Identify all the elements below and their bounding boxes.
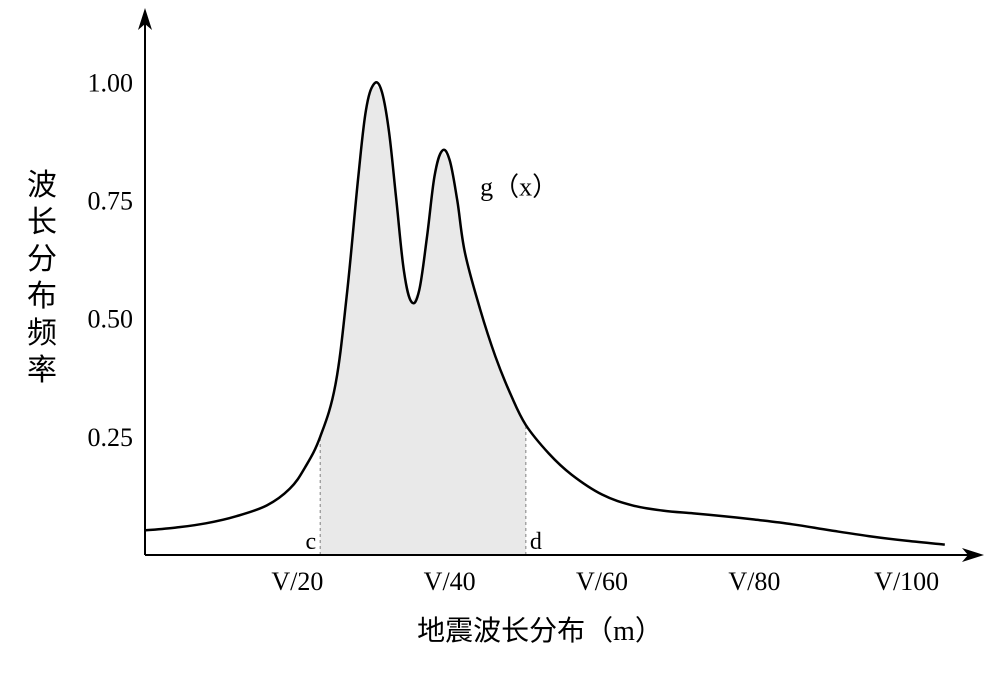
distribution-curve bbox=[145, 82, 945, 544]
svg-text:波: 波 bbox=[27, 169, 57, 202]
y-tick-label: 1.00 bbox=[88, 68, 134, 97]
svg-text:率: 率 bbox=[27, 354, 57, 387]
chart-container: 0.25 0.50 0.75 1.00 V/20 V/40 V/60 V/80 … bbox=[0, 0, 1000, 673]
y-tick-label: 0.50 bbox=[88, 305, 134, 334]
chart-svg: 0.25 0.50 0.75 1.00 V/20 V/40 V/60 V/80 … bbox=[0, 0, 1000, 673]
annotation-d: d bbox=[530, 529, 542, 555]
x-tick-label: V/80 bbox=[728, 567, 780, 596]
annotation-function: g（x） bbox=[480, 173, 558, 202]
annotation-c: c bbox=[306, 529, 317, 555]
y-tick-label: 0.25 bbox=[88, 423, 134, 452]
svg-text:长: 长 bbox=[27, 206, 57, 239]
x-tick-label: V/60 bbox=[576, 567, 628, 596]
svg-text:分: 分 bbox=[27, 243, 57, 276]
x-tick-label: V/20 bbox=[271, 567, 323, 596]
y-tick-label: 0.75 bbox=[88, 186, 134, 215]
x-tick-label: V/40 bbox=[424, 567, 476, 596]
svg-text:频: 频 bbox=[27, 317, 57, 350]
x-axis-title: 地震波长分布（m） bbox=[417, 615, 663, 647]
shaded-area bbox=[320, 85, 526, 555]
y-axis-title: 波 长 分 布 频 率 bbox=[27, 169, 57, 387]
x-tick-label: V/100 bbox=[874, 567, 939, 596]
svg-text:布: 布 bbox=[27, 280, 57, 313]
